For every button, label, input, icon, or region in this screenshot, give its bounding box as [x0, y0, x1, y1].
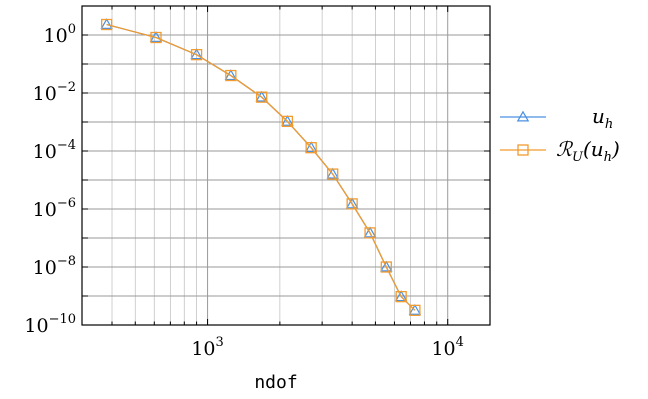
grid-lines — [81, 5, 490, 326]
data-point — [281, 115, 294, 128]
data-point — [281, 114, 294, 126]
data-point — [255, 90, 268, 102]
series-line — [106, 23, 416, 311]
tick-marks — [81, 5, 490, 326]
legend-label: ℛU(uh) — [556, 137, 620, 165]
x-axis-label: ndof — [254, 372, 297, 393]
data-point — [225, 69, 237, 82]
data-point — [304, 141, 318, 153]
data-point — [408, 303, 422, 315]
plot-frame — [81, 5, 491, 326]
data-point — [346, 198, 358, 210]
data-point — [394, 290, 408, 302]
y-tick-label: 10−10 — [24, 312, 76, 337]
data-point — [409, 304, 421, 317]
legend-swatch-marker — [517, 144, 529, 156]
data-point — [364, 227, 376, 239]
data-point — [224, 69, 238, 81]
data-point — [190, 49, 203, 61]
data-point — [256, 91, 268, 103]
y-tick-label: 10−8 — [33, 254, 76, 279]
data-point — [326, 167, 339, 179]
y-tick-label: 10−6 — [33, 196, 76, 221]
series-layer — [100, 18, 422, 317]
legend-label: uh — [592, 104, 613, 132]
legend-item: uh — [500, 104, 613, 132]
legend-swatch-marker — [516, 110, 530, 122]
data-point — [380, 261, 392, 273]
series-1 — [101, 18, 421, 317]
data-point — [395, 290, 407, 303]
legend-item: ℛU(uh) — [500, 137, 620, 165]
legend: uh ℛU(uh) — [500, 104, 620, 165]
y-tick-label: 100 — [44, 22, 76, 47]
data-point — [101, 18, 113, 31]
data-point — [305, 142, 317, 154]
x-tick-label: 103 — [191, 335, 223, 360]
tick-labels: 100 10−2 10−4 10−6 10−8 10−10 103 104 — [24, 22, 464, 360]
y-tick-label: 10−4 — [33, 138, 76, 163]
y-tick-label: 10−2 — [33, 80, 76, 105]
data-point — [327, 168, 339, 180]
data-point — [363, 226, 377, 238]
data-point — [100, 18, 113, 30]
data-point — [380, 260, 393, 272]
data-point — [150, 31, 162, 44]
x-tick-label: 104 — [431, 335, 463, 360]
data-point — [345, 197, 359, 209]
